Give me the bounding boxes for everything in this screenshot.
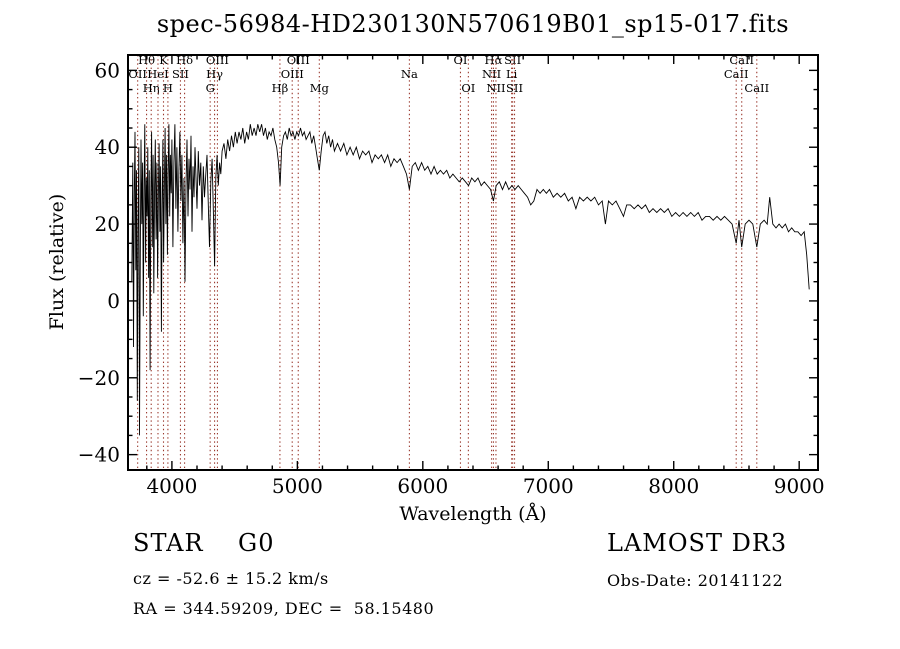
spectral-line-label: CaII <box>744 81 769 95</box>
survey-label: LAMOST DR3 <box>607 529 788 557</box>
y-tick-label: 40 <box>95 135 120 159</box>
y-tick-label: 60 <box>95 58 120 82</box>
x-axis-label: Wavelength (Å) <box>399 503 547 525</box>
x-tick-label: 9000 <box>774 474 825 498</box>
spectral-line-label: K <box>159 53 168 67</box>
spectral-line-label: OI <box>461 81 475 95</box>
spectral-line-label: Na <box>401 67 418 81</box>
y-tick-label: 20 <box>95 212 120 236</box>
spectral-line-label: G <box>206 81 215 95</box>
spectral-line-label: OII <box>128 67 147 81</box>
spectral-line-label: Hβ <box>272 81 289 95</box>
spectral-line-label: Mg <box>310 81 330 95</box>
x-tick-label: 5000 <box>272 474 323 498</box>
axis-ticks <box>128 55 818 470</box>
x-tick-label: 8000 <box>648 474 699 498</box>
spectral-line-label: SII <box>172 67 189 81</box>
y-tick-label: −20 <box>78 366 120 390</box>
spectral-line-label: CaII <box>724 67 749 81</box>
spectral-line-label: NII <box>486 81 505 95</box>
y-tick-label: 0 <box>107 289 120 313</box>
spectral-line-label: NII <box>482 67 501 81</box>
spectrum-trace <box>131 124 810 436</box>
spectral-line-label: SII <box>504 53 521 67</box>
x-tick-label: 6000 <box>397 474 448 498</box>
x-tick-label: 4000 <box>146 474 197 498</box>
spectral-line-label: Li <box>506 67 518 81</box>
obs-date: Obs-Date: 20141122 <box>607 571 784 590</box>
spectral-line-label: OI <box>453 53 467 67</box>
x-tick-label: 7000 <box>523 474 574 498</box>
plot-title: spec-56984-HD230130N570619B01_sp15-017.f… <box>156 10 790 38</box>
spectral-line-label: Hη <box>143 81 160 95</box>
cz-value: cz = -52.6 ± 15.2 km/s <box>133 569 329 588</box>
y-axis-label: Flux (relative) <box>46 193 68 331</box>
spectral-line-label: Hδ <box>176 53 193 67</box>
spectral-line-label: CaII <box>729 53 754 67</box>
spectral-line-label: H <box>163 81 173 95</box>
spectral-line-label: OIII <box>287 53 310 67</box>
tick-labels: 4000 5000 6000 7000 8000 9000 −40 −20 0 20 40 60 <box>78 58 825 498</box>
spectral-line-label: OIII <box>206 53 229 67</box>
object-class-label: STAR G0 <box>133 529 275 557</box>
coordinates: RA = 344.59209, DEC = 58.15480 <box>133 599 435 618</box>
spectral-line-label: SII <box>506 81 523 95</box>
spectral-line-label: Hγ <box>206 67 223 81</box>
y-tick-label: −40 <box>78 443 120 467</box>
spectral-line-label: OIII <box>281 67 304 81</box>
spectral-line-markers: OIIHθHηHeIKHSIIHδGHγOIIIHβOIIIOIIIMgNaOI… <box>128 53 769 470</box>
spectral-line-label: HeI <box>147 67 168 81</box>
plot-frame <box>127 54 819 471</box>
